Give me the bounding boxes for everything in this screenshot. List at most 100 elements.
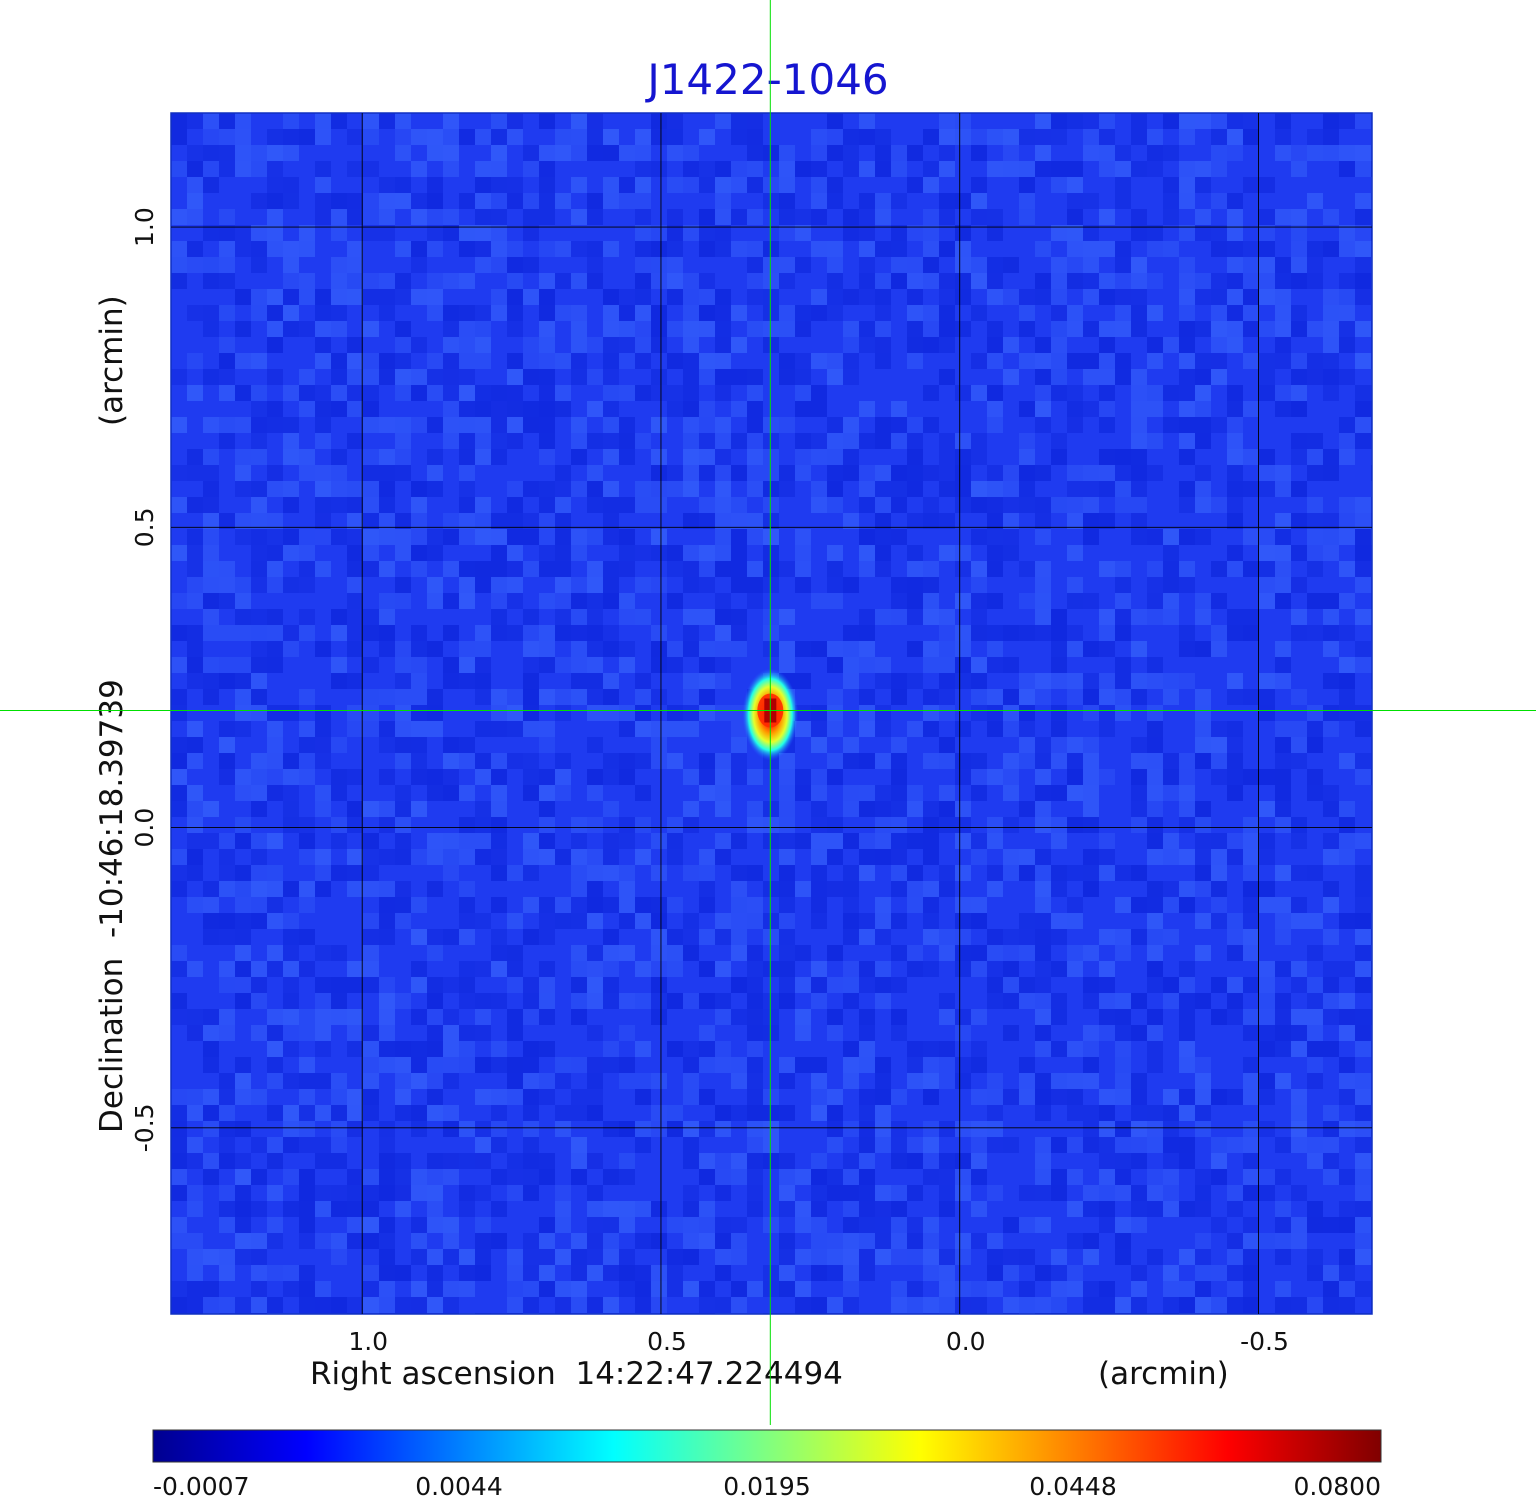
noise-cell <box>523 785 539 801</box>
noise-cell <box>219 1297 235 1313</box>
noise-cell <box>1067 1281 1083 1297</box>
noise-cell <box>939 481 955 497</box>
noise-cell <box>555 577 571 593</box>
noise-cell <box>955 833 971 849</box>
noise-cell <box>1323 849 1339 865</box>
noise-cell <box>347 497 363 513</box>
noise-cell <box>1035 801 1051 817</box>
noise-cell <box>251 1265 267 1281</box>
noise-cell <box>1035 769 1051 785</box>
noise-cell <box>187 209 203 225</box>
noise-cell <box>331 609 347 625</box>
noise-cell <box>331 385 347 401</box>
noise-cell <box>411 849 427 865</box>
noise-cell <box>1179 753 1195 769</box>
noise-cell <box>235 449 251 465</box>
noise-cell <box>987 529 1003 545</box>
noise-cell <box>843 833 859 849</box>
noise-cell <box>939 513 955 529</box>
noise-cell <box>955 929 971 945</box>
noise-cell <box>379 209 395 225</box>
noise-cell <box>411 961 427 977</box>
noise-cell <box>475 337 491 353</box>
noise-cell <box>987 1185 1003 1201</box>
noise-cell <box>539 193 555 209</box>
noise-cell <box>331 369 347 385</box>
noise-cell <box>411 241 427 257</box>
noise-cell <box>1227 993 1243 1009</box>
noise-cell <box>331 1153 347 1169</box>
noise-cell <box>1291 401 1307 417</box>
noise-cell <box>203 833 219 849</box>
noise-cell <box>1355 257 1371 273</box>
noise-cell <box>1179 1025 1195 1041</box>
noise-cell <box>827 1025 843 1041</box>
noise-cell <box>235 673 251 689</box>
noise-cell <box>699 641 715 657</box>
noise-cell <box>283 1105 299 1121</box>
noise-cell <box>571 1281 587 1297</box>
noise-cell <box>1323 1137 1339 1153</box>
noise-cell <box>347 721 363 737</box>
noise-cell <box>315 705 331 721</box>
noise-cell <box>651 577 667 593</box>
noise-cell <box>939 881 955 897</box>
noise-cell <box>907 1217 923 1233</box>
noise-cell <box>1147 1249 1163 1265</box>
noise-cell <box>603 433 619 449</box>
noise-cell <box>1099 209 1115 225</box>
noise-cell <box>971 913 987 929</box>
noise-cell <box>1211 369 1227 385</box>
noise-cell <box>987 385 1003 401</box>
noise-cell <box>1067 817 1083 833</box>
noise-cell <box>379 1009 395 1025</box>
noise-cell <box>315 353 331 369</box>
noise-cell <box>475 801 491 817</box>
noise-cell <box>603 401 619 417</box>
noise-cell <box>267 529 283 545</box>
noise-cell <box>171 801 187 817</box>
noise-cell <box>971 449 987 465</box>
noise-cell <box>587 1073 603 1089</box>
noise-cell <box>955 225 971 241</box>
noise-cell <box>235 225 251 241</box>
noise-cell <box>459 369 475 385</box>
noise-cell <box>763 609 779 625</box>
noise-cell <box>667 145 683 161</box>
noise-cell <box>1003 369 1019 385</box>
noise-cell <box>283 193 299 209</box>
noise-cell <box>891 241 907 257</box>
noise-cell <box>603 1217 619 1233</box>
noise-cell <box>1195 593 1211 609</box>
noise-cell <box>235 817 251 833</box>
noise-cell <box>1323 961 1339 977</box>
noise-cell <box>315 977 331 993</box>
noise-cell <box>507 1073 523 1089</box>
noise-cell <box>987 321 1003 337</box>
noise-cell <box>171 753 187 769</box>
noise-cell <box>347 577 363 593</box>
noise-cell <box>907 785 923 801</box>
noise-cell <box>267 337 283 353</box>
noise-cell <box>587 993 603 1009</box>
noise-cell <box>1035 529 1051 545</box>
noise-cell <box>171 129 187 145</box>
noise-cell <box>395 545 411 561</box>
noise-cell <box>219 385 235 401</box>
noise-cell <box>1211 881 1227 897</box>
noise-cell <box>1003 145 1019 161</box>
noise-cell <box>507 433 523 449</box>
noise-cell <box>1227 1009 1243 1025</box>
noise-cell <box>299 1169 315 1185</box>
noise-cell <box>363 401 379 417</box>
noise-cell <box>475 1185 491 1201</box>
noise-cell <box>1307 945 1323 961</box>
noise-cell <box>571 897 587 913</box>
noise-cell <box>203 1169 219 1185</box>
noise-cell <box>1195 1073 1211 1089</box>
noise-cell <box>731 977 747 993</box>
noise-cell <box>683 273 699 289</box>
noise-cell <box>651 833 667 849</box>
noise-cell <box>891 865 907 881</box>
noise-cell <box>1051 865 1067 881</box>
